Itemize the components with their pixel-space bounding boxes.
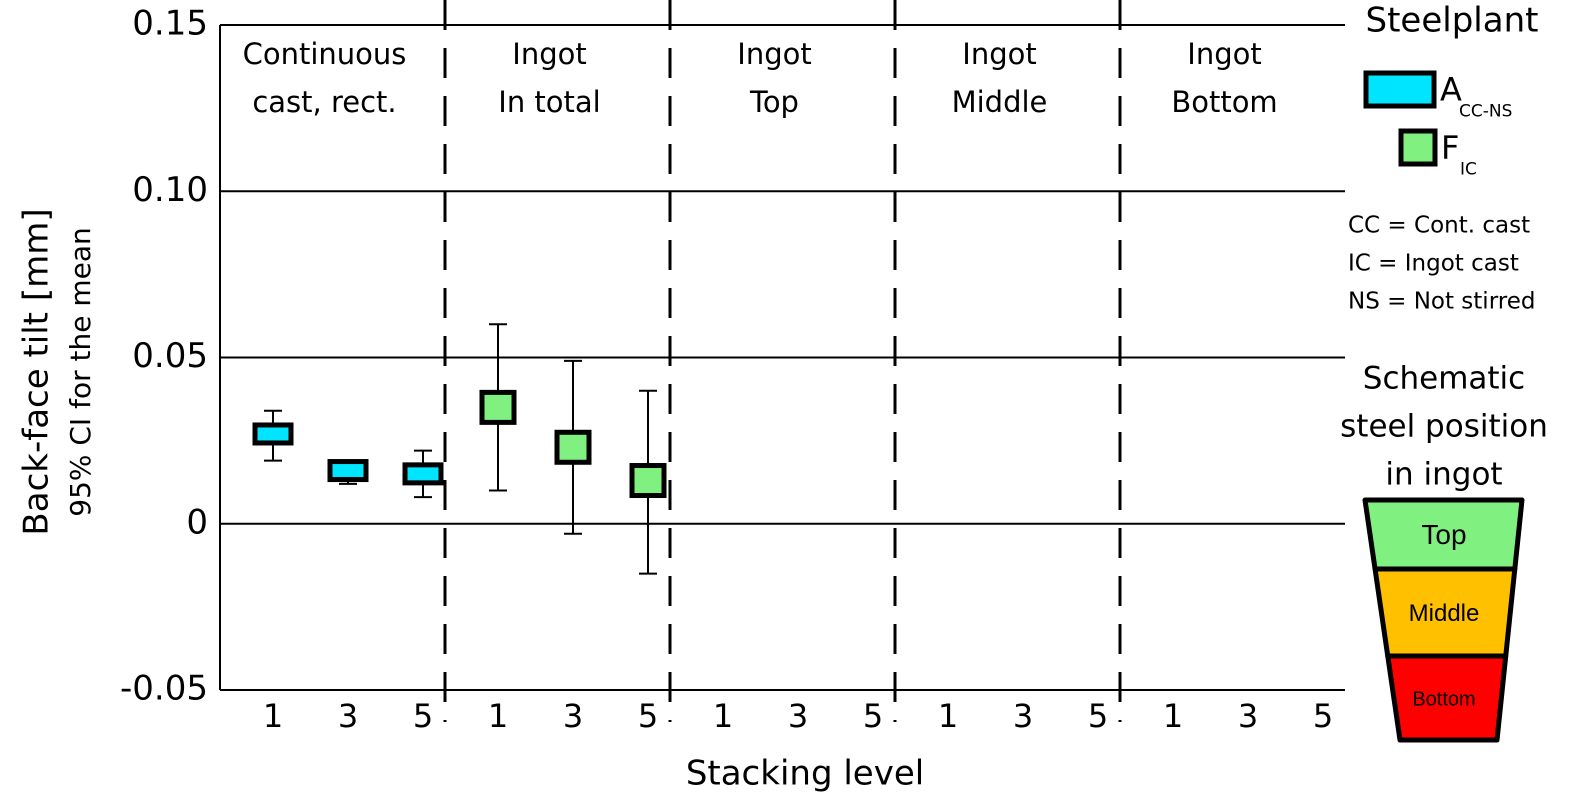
legend-label-sub: IC xyxy=(1460,160,1477,180)
y-axis-label: Back-face tilt [mm] xyxy=(17,208,57,535)
y-axis-sublabel: 95% CI for the mean xyxy=(64,227,97,517)
panel-label: Ingot xyxy=(737,37,811,71)
panel-label: Middle xyxy=(952,85,1048,119)
mean-marker xyxy=(629,463,667,499)
mean-marker xyxy=(252,422,294,446)
panel-label: Ingot xyxy=(512,37,586,71)
y-tick-label: -0.05 xyxy=(120,669,208,709)
x-tick-label: 1 xyxy=(263,697,283,735)
panel-label: Continuous xyxy=(243,37,407,71)
legend-label: A xyxy=(1440,71,1462,109)
x-tick-label: 1 xyxy=(488,697,508,735)
ingot-section-label: Middle xyxy=(1409,600,1480,627)
schematic-title: steel position xyxy=(1340,409,1548,445)
ingot-section xyxy=(1385,653,1509,743)
mean-marker xyxy=(479,389,517,425)
x-tick-label: 5 xyxy=(863,697,883,735)
legend-title: Steelplant xyxy=(1366,1,1539,41)
x-tick-label: 5 xyxy=(1088,697,1108,735)
y-tick-label: 0.05 xyxy=(132,336,208,376)
schematic-title: Schematic xyxy=(1363,361,1525,397)
legend-swatch xyxy=(1363,70,1437,109)
mean-marker xyxy=(402,462,444,486)
ingot-section-label: Top xyxy=(1421,519,1466,550)
y-tick-label: 0.15 xyxy=(132,4,208,44)
panel-label: Bottom xyxy=(1171,85,1277,119)
x-tick-label: 3 xyxy=(1013,697,1033,735)
panel-label: In total xyxy=(498,85,600,119)
mean-marker xyxy=(554,429,592,465)
legend-label-sub: CC-NS xyxy=(1459,102,1512,122)
x-tick-label: 1 xyxy=(938,697,958,735)
ingot-section-label: Bottom xyxy=(1412,688,1475,710)
x-tick-label: 5 xyxy=(413,697,433,735)
x-tick-label: 5 xyxy=(638,697,658,735)
x-tick-label: 1 xyxy=(1163,697,1183,735)
mean-marker xyxy=(327,459,369,483)
x-tick-label: 3 xyxy=(563,697,583,735)
x-tick-label: 3 xyxy=(1238,697,1258,735)
y-tick-label: 0.10 xyxy=(132,170,208,210)
x-tick-label: 1 xyxy=(713,697,733,735)
note: IC = Ingot cast xyxy=(1348,251,1519,277)
legend-label: F xyxy=(1441,129,1459,167)
y-tick-label: 0 xyxy=(186,502,208,542)
panel-label: Ingot xyxy=(1187,37,1261,71)
panel-label: Top xyxy=(749,85,799,119)
note: CC = Cont. cast xyxy=(1348,213,1530,239)
legend-swatch xyxy=(1398,128,1438,167)
schematic-title: in ingot xyxy=(1385,457,1502,493)
note: NS = Not stirred xyxy=(1348,289,1535,315)
x-tick-label: 5 xyxy=(1313,697,1333,735)
x-tick-label: 3 xyxy=(338,697,358,735)
x-axis-label: Stacking level xyxy=(686,754,924,794)
panel-label: Ingot xyxy=(962,37,1036,71)
x-tick-label: 3 xyxy=(788,697,808,735)
panel-label: cast, rect. xyxy=(252,85,396,119)
